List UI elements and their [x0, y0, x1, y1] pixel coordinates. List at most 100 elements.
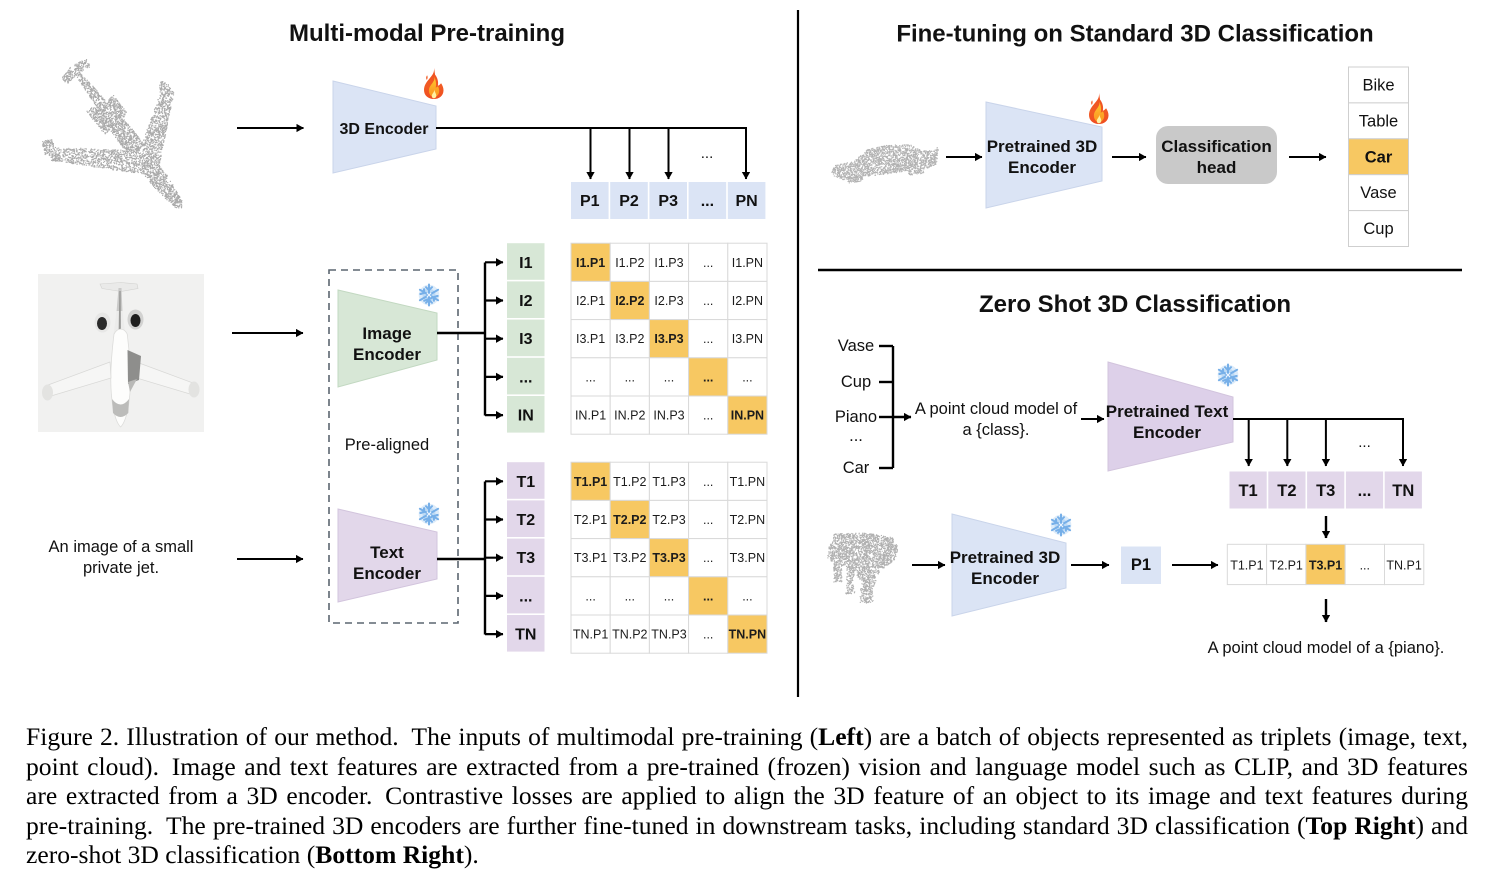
svg-text:I2.P3: I2.P3: [654, 294, 683, 308]
svg-text:I1.P1: I1.P1: [576, 256, 605, 270]
svg-text:I3: I3: [519, 331, 532, 348]
svg-text:I1.P3: I1.P3: [654, 256, 683, 270]
svg-text:T1: T1: [1238, 482, 1257, 500]
svg-text:T3.P2: T3.P2: [613, 551, 646, 565]
svg-text:Pretrained 3D: Pretrained 3D: [987, 137, 1098, 156]
svg-text:3D Encoder: 3D Encoder: [340, 121, 429, 138]
svg-text:...: ...: [849, 427, 863, 445]
svg-text:...: ...: [703, 513, 713, 527]
svg-text:I3.P2: I3.P2: [615, 332, 644, 346]
svg-text:An image of a small: An image of a small: [49, 538, 194, 556]
svg-text:...: ...: [585, 589, 595, 603]
svg-text:...: ...: [1360, 559, 1370, 573]
svg-text:PN: PN: [735, 193, 757, 210]
svg-text:I1: I1: [519, 255, 532, 272]
svg-text:I3.P3: I3.P3: [654, 332, 683, 346]
svg-text:...: ...: [664, 370, 674, 384]
svg-text:...: ...: [703, 370, 713, 384]
svg-text:Encoder: Encoder: [353, 345, 421, 364]
svg-text:T3.P1: T3.P1: [1309, 559, 1342, 573]
svg-text:I3.PN: I3.PN: [732, 332, 763, 346]
svg-text:Pretrained 3D: Pretrained 3D: [950, 548, 1061, 567]
svg-text:TN: TN: [515, 627, 536, 644]
svg-text:A point cloud model of a {pian: A point cloud model of a {piano}.: [1208, 639, 1445, 657]
svg-text:...: ...: [625, 589, 635, 603]
svg-text:T2.P1: T2.P1: [1270, 559, 1303, 573]
svg-text:Table: Table: [1359, 112, 1398, 130]
svg-text:Multi-modal Pre-training: Multi-modal Pre-training: [289, 20, 565, 47]
svg-text:Fine-tuning on Standard 3D Cla: Fine-tuning on Standard 3D Classificatio…: [896, 21, 1373, 48]
svg-text:Image: Image: [362, 324, 411, 343]
svg-text:...: ...: [701, 193, 714, 210]
svg-text:...: ...: [703, 551, 713, 565]
svg-text:IN.P2: IN.P2: [614, 409, 645, 423]
svg-text:Classification: Classification: [1161, 137, 1272, 156]
svg-text:Car: Car: [843, 459, 870, 477]
svg-text:Vase: Vase: [838, 337, 874, 355]
svg-text:Cup: Cup: [841, 373, 871, 391]
svg-text:head: head: [1197, 158, 1237, 177]
svg-text:P3: P3: [658, 193, 678, 210]
svg-text:...: ...: [742, 370, 752, 384]
svg-text:...: ...: [585, 370, 595, 384]
svg-text:...: ...: [703, 589, 713, 603]
svg-text:T2: T2: [516, 512, 535, 529]
svg-text:T2.P3: T2.P3: [652, 513, 685, 527]
svg-text:...: ...: [1358, 482, 1372, 500]
svg-text:...: ...: [703, 294, 713, 308]
svg-text:I1.P2: I1.P2: [615, 256, 644, 270]
svg-text:a {class}.: a {class}.: [963, 421, 1030, 439]
svg-text:...: ...: [701, 145, 714, 162]
svg-text:...: ...: [1358, 434, 1371, 451]
svg-text:private jet.: private jet.: [83, 559, 159, 577]
svg-text:Text: Text: [370, 543, 404, 562]
svg-text:IN.P1: IN.P1: [575, 409, 606, 423]
svg-text:...: ...: [703, 256, 713, 270]
svg-text:Bike: Bike: [1362, 77, 1394, 95]
svg-text:I2: I2: [519, 293, 532, 310]
svg-text:...: ...: [664, 589, 674, 603]
svg-text:T1.P3: T1.P3: [652, 475, 685, 489]
svg-text:...: ...: [519, 588, 532, 605]
svg-text:I2.P2: I2.P2: [615, 294, 644, 308]
svg-text:T1: T1: [516, 474, 535, 491]
svg-text:...: ...: [519, 369, 532, 386]
svg-text:IN: IN: [518, 408, 534, 425]
svg-text:T2.P1: T2.P1: [574, 513, 607, 527]
svg-text:T1.PN: T1.PN: [730, 475, 765, 489]
svg-text:T3.PN: T3.PN: [730, 551, 765, 565]
svg-text:TN.PN: TN.PN: [729, 628, 767, 642]
svg-text:...: ...: [625, 370, 635, 384]
svg-text:P1: P1: [580, 193, 600, 210]
svg-text:T2.PN: T2.PN: [730, 513, 765, 527]
svg-text:T2.P2: T2.P2: [613, 513, 646, 527]
svg-text:Car: Car: [1365, 148, 1393, 166]
svg-text:Piano: Piano: [835, 408, 877, 426]
svg-text:Cup: Cup: [1363, 220, 1393, 238]
svg-text:Encoder: Encoder: [353, 564, 421, 583]
svg-text:T1.P2: T1.P2: [613, 475, 646, 489]
svg-text:A point cloud model of: A point cloud model of: [915, 400, 1078, 418]
svg-text:T2: T2: [1277, 482, 1296, 500]
svg-text:TN: TN: [1392, 482, 1414, 500]
svg-text:Pre-aligned: Pre-aligned: [345, 436, 429, 454]
svg-text:IN.PN: IN.PN: [731, 409, 764, 423]
svg-text:I1.PN: I1.PN: [732, 256, 763, 270]
svg-text:...: ...: [703, 628, 713, 642]
svg-text:Pretrained Text: Pretrained Text: [1106, 402, 1229, 421]
svg-text:Vase: Vase: [1360, 184, 1396, 202]
svg-text:Encoder: Encoder: [1008, 158, 1076, 177]
svg-text:...: ...: [703, 409, 713, 423]
svg-text:TN.P2: TN.P2: [612, 628, 647, 642]
svg-text:I2.P1: I2.P1: [576, 294, 605, 308]
svg-text:Zero Shot 3D Classification: Zero Shot 3D Classification: [979, 291, 1291, 318]
svg-text:T3.P3: T3.P3: [652, 551, 685, 565]
svg-text:T1.P1: T1.P1: [574, 475, 607, 489]
svg-text:...: ...: [703, 475, 713, 489]
svg-text:TN.P1: TN.P1: [573, 628, 608, 642]
svg-text:I3.P1: I3.P1: [576, 332, 605, 346]
svg-text:T1.P1: T1.P1: [1230, 559, 1263, 573]
svg-text:TN.P3: TN.P3: [651, 628, 686, 642]
svg-text:T3.P1: T3.P1: [574, 551, 607, 565]
svg-text:I2.PN: I2.PN: [732, 294, 763, 308]
